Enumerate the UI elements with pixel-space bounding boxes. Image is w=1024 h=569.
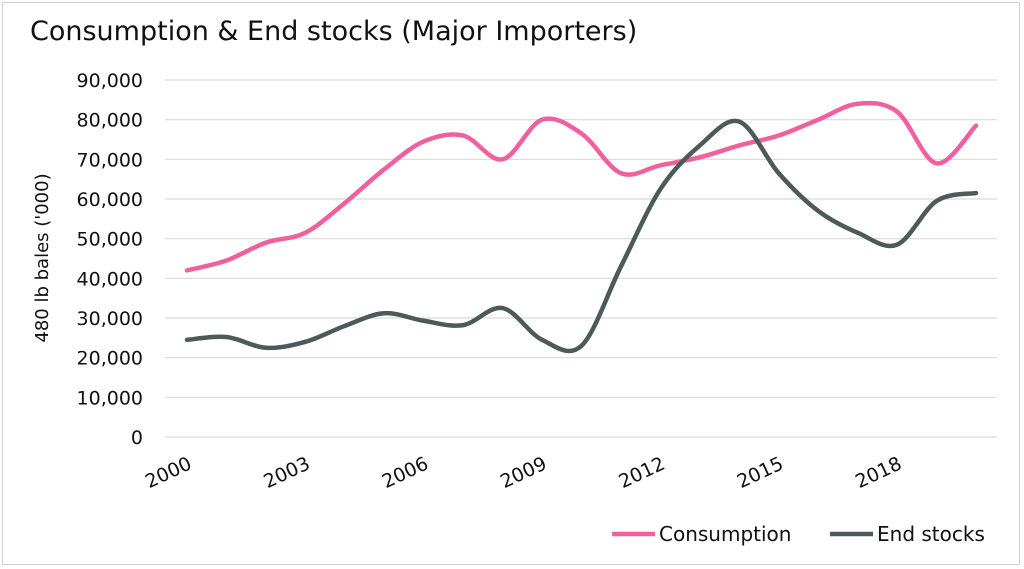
series-lines xyxy=(184,100,979,354)
y-tick-label: 40,000 xyxy=(77,268,143,290)
x-tick-label: 2009 xyxy=(497,453,550,493)
y-tick-label: 0 xyxy=(131,427,143,449)
series-line-end-stocks xyxy=(184,118,979,354)
legend-label: End stocks xyxy=(877,522,985,546)
y-tick-label: 50,000 xyxy=(77,229,143,251)
y-tick-label: 90,000 xyxy=(77,70,143,92)
y-tick-label: 30,000 xyxy=(77,308,143,330)
x-tick-label: 2006 xyxy=(379,453,432,493)
x-axis-ticks: 2000 2003 2006 2009 2012 2015 2018 xyxy=(142,453,905,493)
y-tick-label: 80,000 xyxy=(77,110,143,132)
series-line-consumption xyxy=(184,100,979,273)
y-tick-label: 70,000 xyxy=(77,149,143,171)
x-tick-label: 2000 xyxy=(142,453,195,493)
gridlines xyxy=(165,79,997,438)
y-tick-label: 60,000 xyxy=(77,189,143,211)
y-axis-label: 480 lb bales ('000) xyxy=(32,173,53,342)
x-tick-label: 2018 xyxy=(852,453,905,493)
y-tick-label: 10,000 xyxy=(77,387,143,409)
chart-title: Consumption & End stocks (Major Importer… xyxy=(30,16,638,47)
y-tick-label: 20,000 xyxy=(77,348,143,370)
legend-label: Consumption xyxy=(659,522,791,546)
x-tick-label: 2015 xyxy=(734,453,787,493)
y-axis-ticks: 0 10,000 20,000 30,000 40,000 50,000 60,000 70,… xyxy=(77,70,143,449)
legend: Consumption End stocks xyxy=(612,522,985,546)
x-tick-label: 2003 xyxy=(260,453,313,493)
x-tick-label: 2012 xyxy=(615,453,668,493)
